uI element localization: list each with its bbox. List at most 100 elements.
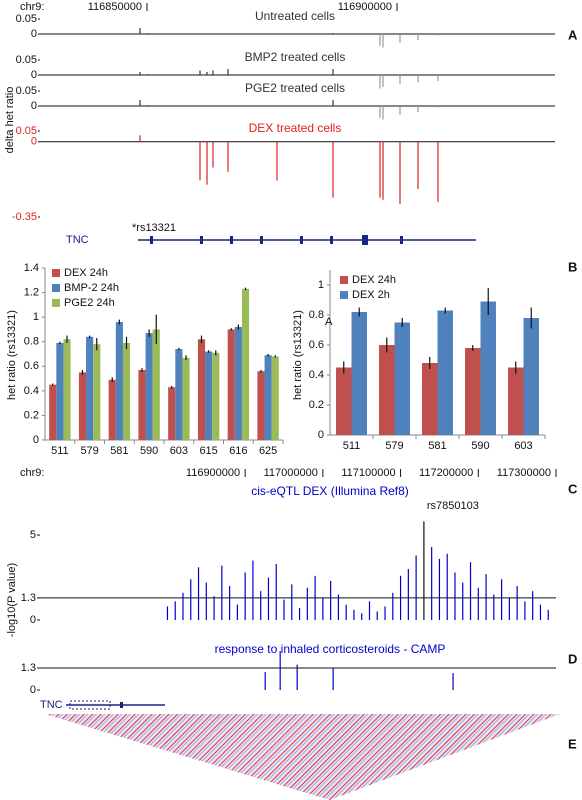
- bar: [205, 351, 213, 440]
- bar: [394, 322, 410, 435]
- y-tick-label: 0: [31, 69, 37, 81]
- x-tick-label: 117000000: [264, 467, 318, 479]
- gene-label: TNC: [40, 699, 63, 711]
- y-axis-label: delta het ratio: [4, 87, 16, 154]
- ld-heatmap: [45, 714, 560, 800]
- legend-label: DEX 2h: [352, 289, 390, 301]
- bar: [437, 310, 453, 435]
- bar: [115, 322, 123, 440]
- y-tick-label: 0.05: [16, 85, 37, 97]
- y-tick-label: 0.05: [16, 13, 37, 25]
- chart-title: response to inhaled corticosteroids - CA…: [215, 642, 446, 656]
- x-tick-label: 579: [385, 440, 403, 452]
- y-tick-label: 0.05: [16, 54, 37, 66]
- x-tick-label: 590: [471, 440, 489, 452]
- bar: [271, 356, 279, 440]
- x-tick-label: 116900000: [186, 467, 240, 479]
- bar: [351, 312, 367, 435]
- x-tick-label: 603: [514, 440, 532, 452]
- x-axis-label: chr9:: [20, 1, 44, 13]
- bar: [108, 379, 116, 440]
- bar: [168, 387, 176, 440]
- track-title: DEX treated cells: [249, 121, 342, 135]
- legend-swatch: [52, 299, 60, 307]
- y-tick-label: 0.8: [24, 336, 39, 348]
- y-tick-label: 1: [318, 279, 324, 291]
- annotation: A: [325, 316, 333, 328]
- x-tick-label: 603: [170, 445, 188, 457]
- y-tick-label: 0.6: [309, 339, 324, 351]
- bar: [122, 342, 131, 440]
- x-tick-label: 579: [80, 445, 98, 457]
- x-tick-label: 117300000: [497, 467, 551, 479]
- bar: [93, 344, 101, 440]
- x-tick-label: 116850000: [88, 1, 142, 13]
- x-tick-label: 117100000: [341, 467, 395, 479]
- bar: [182, 357, 190, 440]
- y-tick-label: 1.2: [24, 286, 39, 298]
- y-tick-label: 0.2: [309, 399, 324, 411]
- panel-label: B: [568, 259, 577, 274]
- bar: [257, 371, 265, 440]
- bar: [465, 348, 481, 435]
- bar: [78, 372, 87, 440]
- bar: [508, 367, 524, 435]
- track-title: Untreated cells: [255, 9, 335, 23]
- chart-title: cis-eQTL DEX (Illumina Ref8): [251, 484, 409, 498]
- panel-label: D: [568, 651, 577, 666]
- bar: [336, 367, 352, 435]
- bar: [212, 352, 220, 440]
- y-tick-label: 0.4: [309, 369, 324, 381]
- panel-label: C: [568, 481, 578, 496]
- bar: [234, 326, 242, 440]
- y-tick-label: 0.8: [309, 309, 324, 321]
- bar: [63, 339, 71, 440]
- bar: [152, 329, 160, 440]
- x-axis-label: chr9:: [20, 467, 44, 479]
- x-tick-label: 511: [343, 440, 361, 452]
- x-tick-label: 590: [140, 445, 158, 457]
- track-title: BMP2 treated cells: [245, 50, 346, 64]
- y-tick-label: 0.05: [16, 125, 37, 137]
- bar: [523, 318, 539, 435]
- y-tick-label: 1.3: [21, 662, 36, 674]
- y-tick-label: 0.2: [24, 409, 39, 421]
- legend-label: DEX 24h: [352, 274, 396, 286]
- x-tick-label: 625: [259, 445, 277, 457]
- y-tick-label: 0: [30, 614, 36, 626]
- legend-label: BMP-2 24h: [64, 282, 119, 294]
- y-tick-label: 0: [31, 28, 37, 40]
- x-tick-label: 117200000: [419, 467, 473, 479]
- bar: [241, 288, 250, 440]
- snp-label: *rs13321: [132, 222, 176, 234]
- legend-swatch: [52, 284, 60, 292]
- track-title: PGE2 treated cells: [245, 81, 345, 95]
- legend-swatch: [340, 276, 348, 284]
- gene-track: TNC *rs13321: [66, 222, 476, 246]
- annotation: rs7850103: [427, 500, 479, 512]
- y-axis-label: -log10(P value): [6, 563, 18, 637]
- y-tick-label: 0.6: [24, 360, 39, 372]
- y-tick-label: 1: [33, 311, 39, 323]
- x-tick-label: 616: [229, 445, 247, 457]
- y-tick-label: 0: [31, 100, 37, 112]
- y-tick-label: 1.4: [24, 262, 39, 274]
- legend-label: PGE2 24h: [64, 297, 115, 309]
- y-tick-label: 0: [30, 684, 36, 696]
- bar: [56, 342, 64, 440]
- x-tick-label: 511: [51, 445, 69, 457]
- bar: [138, 369, 146, 440]
- bar: [197, 339, 206, 440]
- bar: [86, 336, 94, 440]
- bar: [145, 333, 153, 440]
- legend-label: DEX 24h: [64, 267, 108, 279]
- bar: [422, 363, 438, 435]
- gene-label: TNC: [66, 234, 89, 246]
- bar: [264, 355, 272, 440]
- bar: [49, 384, 57, 440]
- bar: [175, 349, 183, 440]
- y-axis-label: het ratio (rs13321): [292, 310, 304, 400]
- bar: [227, 329, 235, 440]
- legend-swatch: [340, 291, 348, 299]
- y-tick-label: 0: [33, 434, 39, 446]
